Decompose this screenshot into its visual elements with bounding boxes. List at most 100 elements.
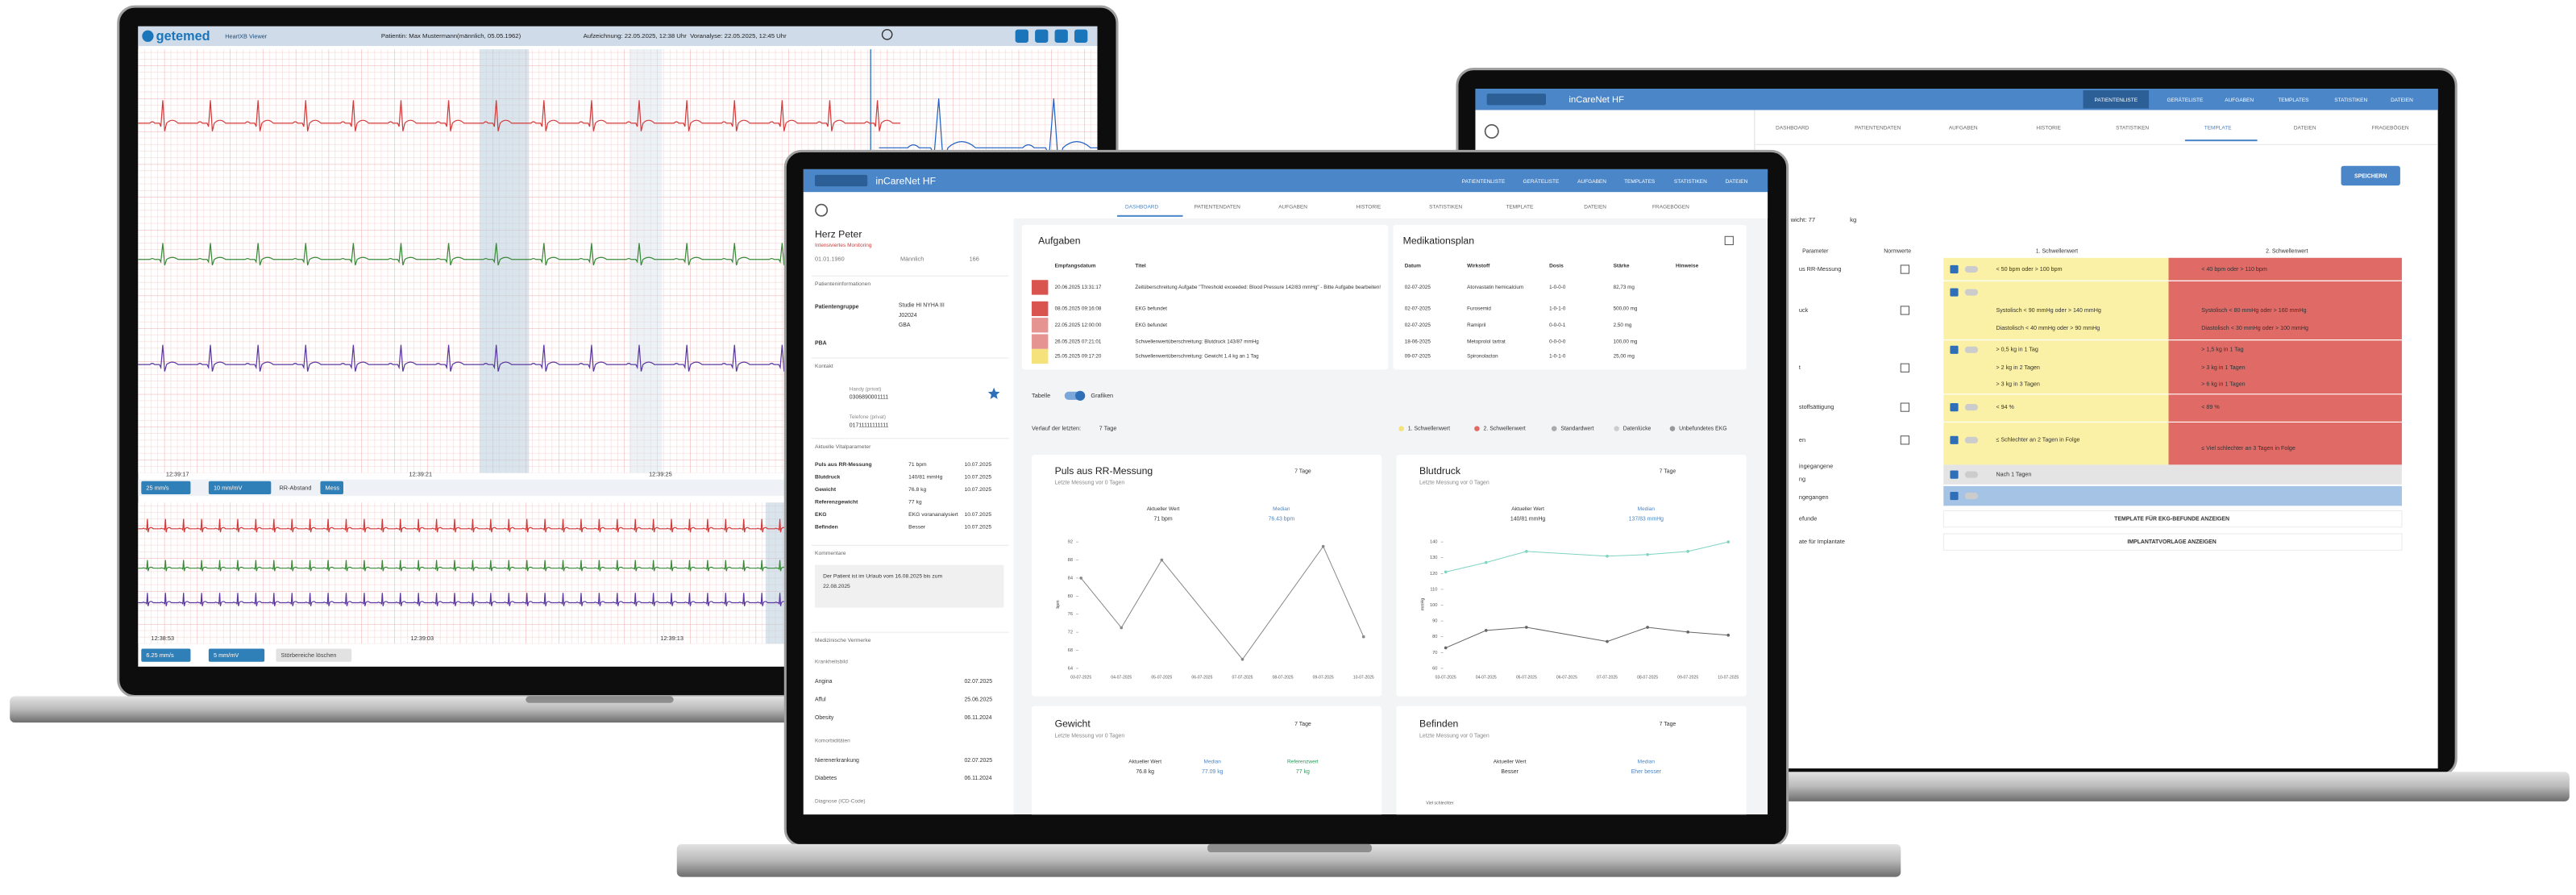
nav-item[interactable]: DATEIEN <box>2391 98 2413 103</box>
toolbar-icon[interactable] <box>1074 29 1088 43</box>
tab[interactable]: DASHBOARD <box>1776 126 1809 131</box>
checkbox[interactable] <box>1950 345 1959 354</box>
save-button[interactable] <box>2341 165 2400 186</box>
nav-item[interactable]: DATEIEN <box>1726 179 1748 185</box>
tab[interactable]: FRAGEBÖGEN <box>2372 125 2409 131</box>
control-label[interactable]: Störbereiche löschen <box>281 651 337 659</box>
threshold-value: Diastolisch < 30 mmHg oder > 100 mmHg <box>2201 325 2308 331</box>
period-select[interactable]: 7 Tage <box>1294 722 1311 727</box>
action-label[interactable]: IMPLANTATVORLAGE ANZEIGEN <box>2127 539 2216 545</box>
checkbox[interactable] <box>1950 470 1959 479</box>
tab[interactable]: DATEIEN <box>1584 204 1606 210</box>
action-button[interactable] <box>1942 510 2403 528</box>
control-button[interactable] <box>320 481 343 495</box>
nav-item[interactable]: TEMPLATES <box>2278 98 2309 103</box>
nav-item[interactable]: PATIENTENLISTE <box>1462 179 1506 185</box>
tab[interactable]: PATIENTENDATEN <box>1195 204 1240 210</box>
tab[interactable]: PATIENTENDATEN <box>1855 126 1901 131</box>
tab[interactable]: AUFGABEN <box>1949 126 1978 131</box>
toolbar-icon[interactable] <box>1015 29 1028 43</box>
toggle[interactable] <box>1964 346 1979 353</box>
checkbox[interactable] <box>1950 491 1959 501</box>
nav-item[interactable]: AUFGABEN <box>2225 98 2254 103</box>
nav-item[interactable]: TEMPLATES <box>1624 179 1656 185</box>
y-tick-label: 140 <box>1430 540 1438 545</box>
checkbox[interactable] <box>1900 264 1909 274</box>
section-title: Patienteninformationen <box>815 281 870 287</box>
note-date: 25.06.2025 <box>964 697 992 702</box>
tab[interactable]: HISTORIE <box>1357 204 1381 210</box>
tab[interactable]: TEMPLATE <box>2204 126 2233 131</box>
toolbar-icon[interactable] <box>1035 29 1049 43</box>
stat-label: Median <box>1638 506 1656 512</box>
stat-label: Median <box>1204 760 1222 765</box>
tab[interactable]: DASHBOARD <box>1125 204 1158 210</box>
checkbox[interactable] <box>1950 288 1959 297</box>
tab-indicator <box>2184 139 2258 142</box>
toggle[interactable] <box>1964 289 1979 296</box>
nav-item[interactable]: STATISTIKEN <box>2334 98 2367 103</box>
period-select[interactable]: 7 Tage <box>1660 468 1676 474</box>
checkbox[interactable] <box>1950 435 1959 444</box>
nav-item[interactable]: GERÄTELISTE <box>1523 178 1559 185</box>
toggle[interactable] <box>1964 265 1979 273</box>
toggle[interactable] <box>1964 493 1979 500</box>
tab[interactable]: FRAGEBÖGEN <box>1652 203 1689 210</box>
tab[interactable]: AUFGABEN <box>1278 204 1307 210</box>
tab[interactable]: DATEIEN <box>2294 126 2316 131</box>
open-icon[interactable] <box>1724 235 1734 245</box>
control-label[interactable]: 6.25 mm/s <box>146 651 174 659</box>
control-label[interactable]: 5 mm/mV <box>214 651 239 659</box>
stat-label: Median <box>1273 506 1290 512</box>
checkbox[interactable] <box>1900 363 1909 373</box>
nav-item[interactable]: AUFGABEN <box>1577 179 1606 185</box>
control-button[interactable] <box>141 648 191 662</box>
y-axis-label: mmHg <box>1421 598 1426 611</box>
save-label[interactable]: SPEICHERN <box>2354 173 2387 179</box>
nav-item[interactable]: STATISTIKEN <box>1674 179 1707 185</box>
toggle-label[interactable]: Tabelle <box>1032 392 1050 399</box>
checkbox[interactable] <box>1900 402 1909 412</box>
legend-label: Unbefundetes EKG <box>1679 426 1727 431</box>
control-button[interactable] <box>208 648 265 662</box>
column-header: Stärke <box>1614 264 1630 269</box>
tab[interactable]: STATISTIKEN <box>2116 126 2149 131</box>
control-label[interactable]: RR-Abstand <box>280 484 312 491</box>
control-label[interactable]: Mess <box>326 484 340 491</box>
y-tick-label: 90 <box>1432 619 1437 624</box>
nav-item[interactable]: PATIENTENLISTE <box>2094 98 2138 103</box>
tab[interactable]: STATISTIKEN <box>1429 204 1462 210</box>
nav-item[interactable]: GERÄTELISTE <box>2167 97 2203 103</box>
toggle[interactable] <box>1964 404 1979 411</box>
x-tick-label: 06-07-2025 <box>1191 675 1212 680</box>
vital-cell: Puls aus RR-Messung <box>815 462 872 468</box>
control-label[interactable]: 10 mm/mV <box>214 484 243 491</box>
action-label[interactable]: TEMPLATE FÜR EKG-BEFUNDE ANZEIGEN <box>2114 514 2229 522</box>
card <box>1021 225 1389 370</box>
period-select[interactable]: 7 Tage <box>1294 468 1311 474</box>
toggle-label[interactable]: Grafiken <box>1091 392 1113 399</box>
checkbox[interactable] <box>1900 306 1909 315</box>
checkbox[interactable] <box>1950 403 1959 412</box>
control-label[interactable]: 25 mm/s <box>146 484 168 491</box>
control-button[interactable] <box>276 648 352 662</box>
search-icon[interactable] <box>881 28 893 40</box>
chart-title: Puls aus RR-Messung <box>1055 465 1153 477</box>
action-button[interactable] <box>1942 533 2403 551</box>
control-button[interactable] <box>141 481 191 495</box>
threshold-value: > 3 kg in 3 Tagen <box>1996 381 2039 387</box>
toggle[interactable] <box>1964 436 1979 443</box>
tab[interactable]: TEMPLATE <box>1506 204 1534 210</box>
x-tick-label: 04-07-2025 <box>1111 675 1132 680</box>
checkbox[interactable] <box>1950 264 1959 274</box>
toggle[interactable] <box>1964 471 1979 478</box>
note-name: Diabetes <box>815 776 837 781</box>
tab[interactable]: HISTORIE <box>2036 126 2061 131</box>
period-select[interactable]: 7 Tage <box>1099 425 1117 432</box>
y-tick-label: 120 <box>1430 572 1438 577</box>
checkbox[interactable] <box>1900 435 1909 445</box>
toolbar-icon[interactable] <box>1054 29 1068 43</box>
control-button[interactable] <box>208 481 272 495</box>
period-select[interactable]: 7 Tage <box>1660 722 1676 727</box>
